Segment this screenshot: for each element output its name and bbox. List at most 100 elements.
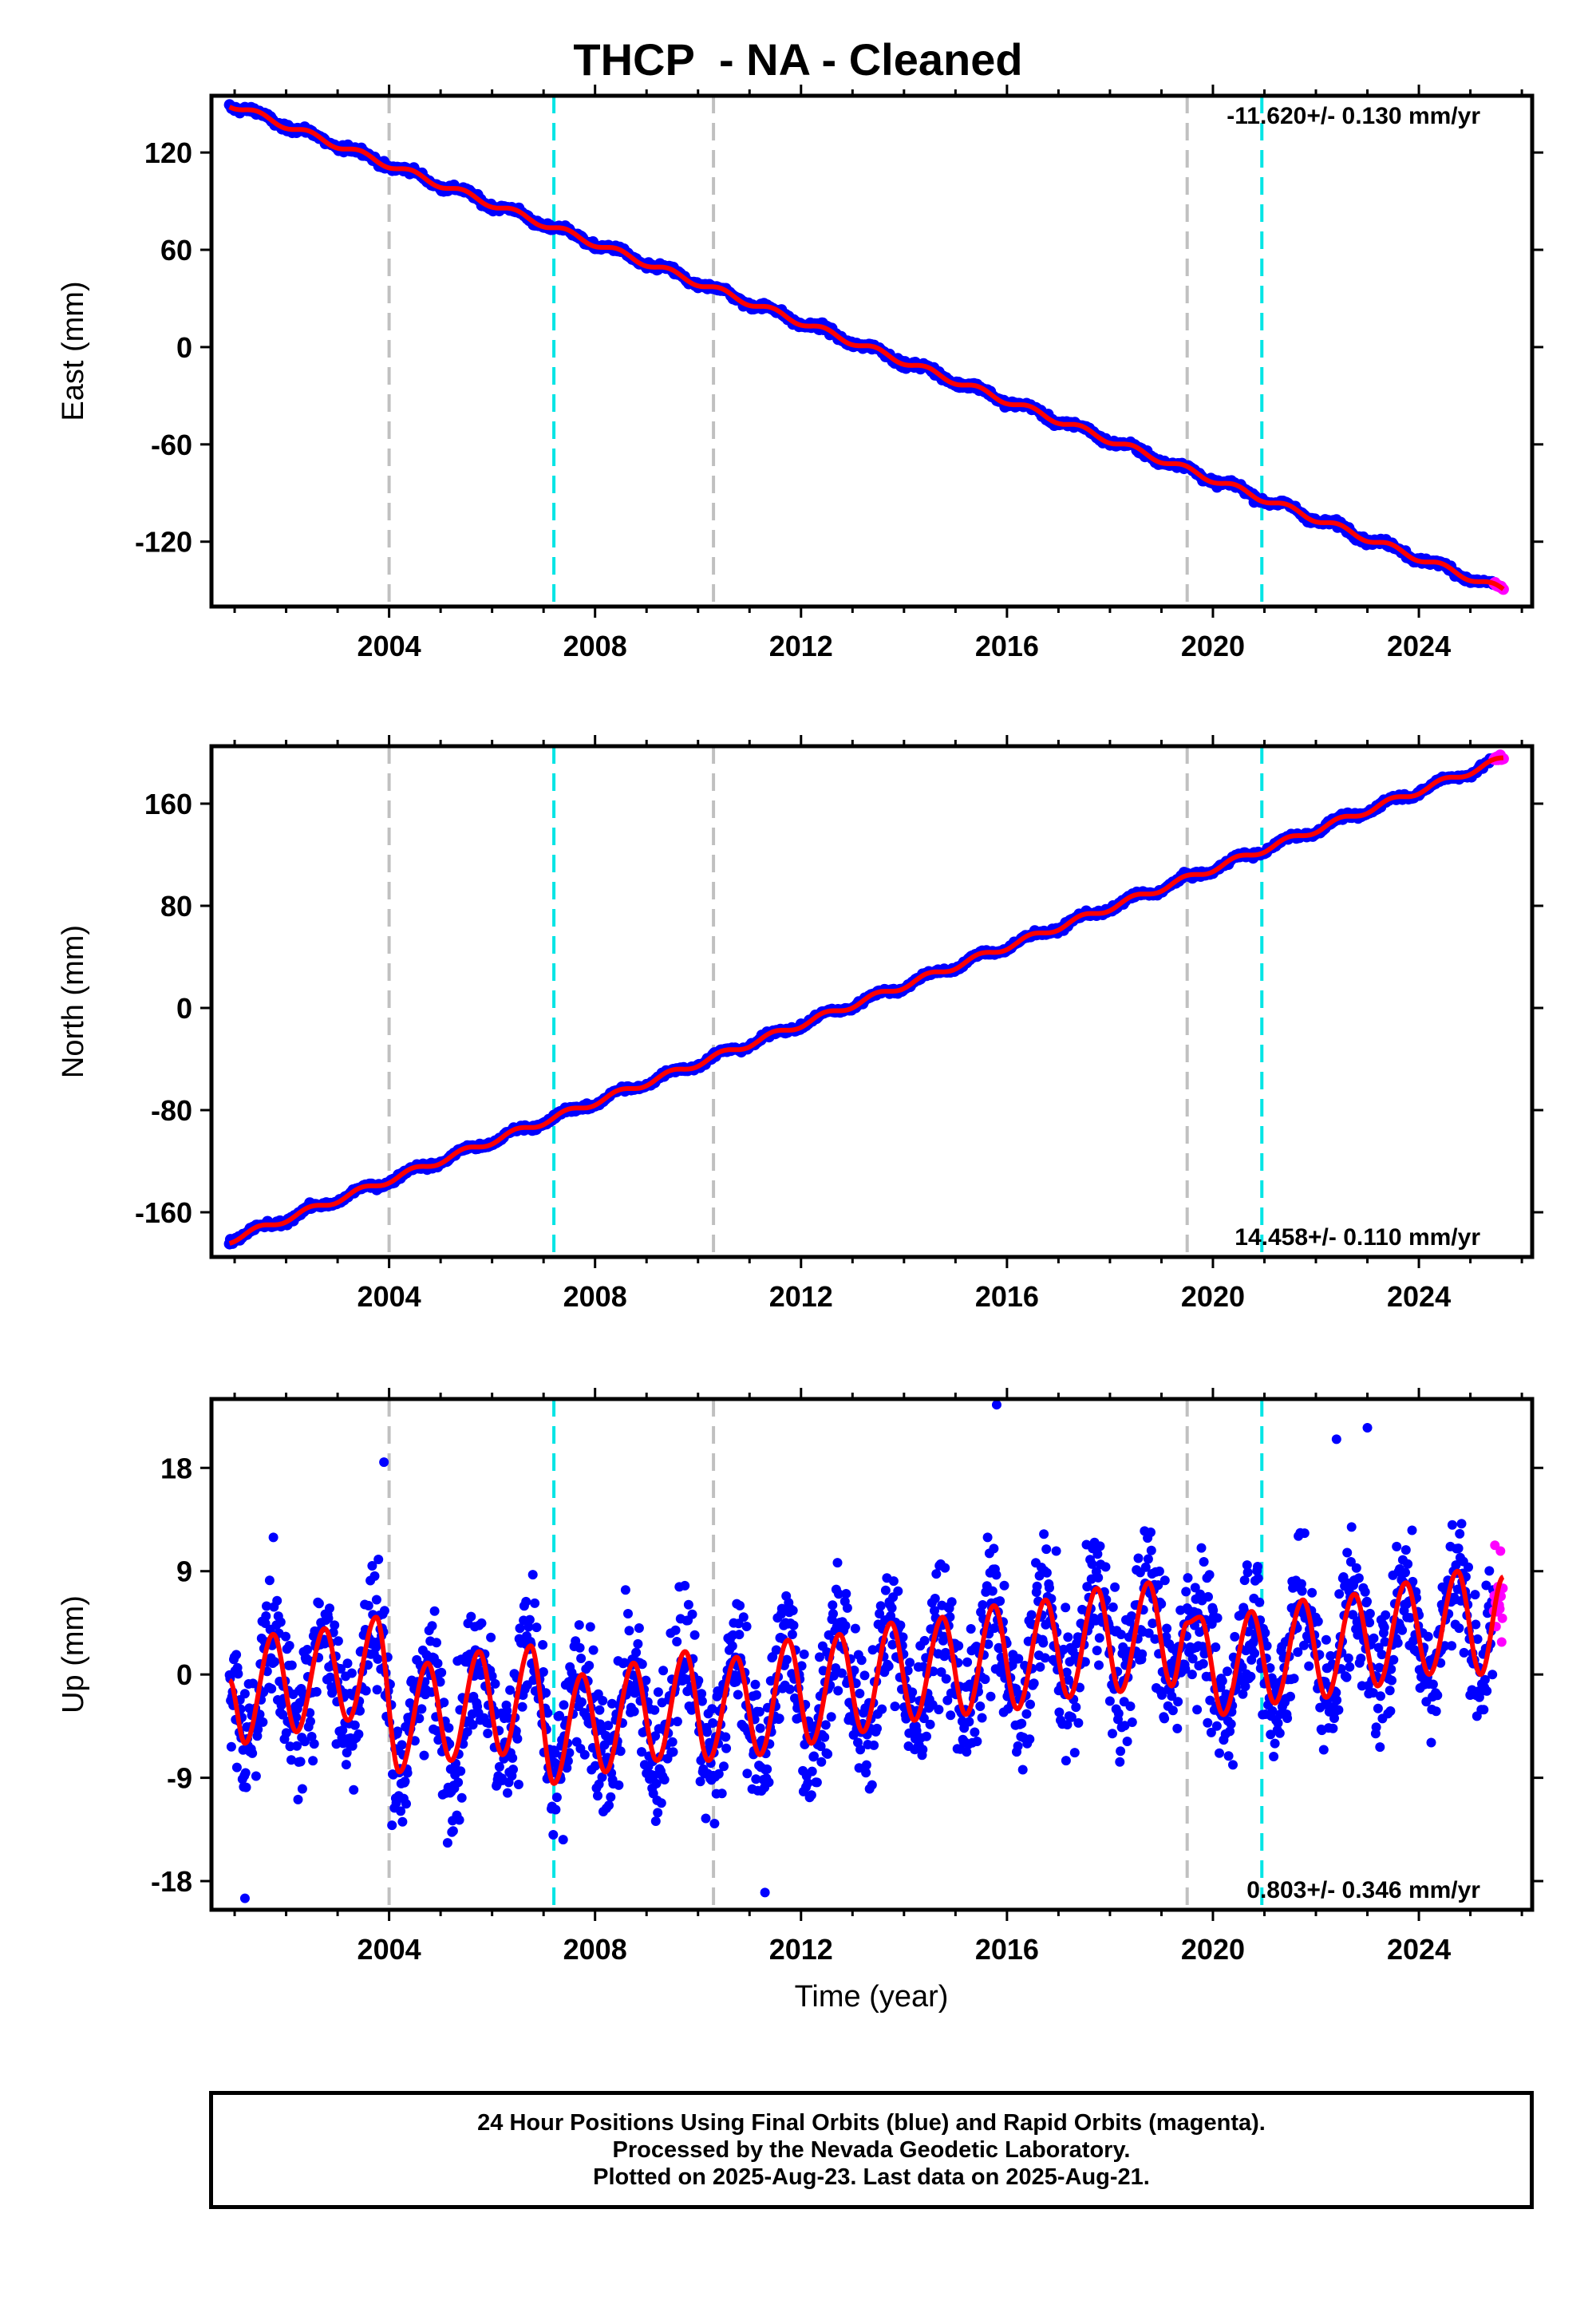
up-final-point [1343, 1653, 1353, 1663]
up-final-point [454, 1815, 464, 1825]
up-final-point [672, 1717, 682, 1727]
up-final-point [1162, 1623, 1172, 1634]
up-final-point [1029, 1678, 1039, 1689]
up-final-point [1146, 1528, 1156, 1537]
up-final-point [604, 1800, 614, 1811]
north-xtick-label: 2016 [975, 1280, 1039, 1313]
up-final-point [293, 1794, 303, 1804]
up-final-point [346, 1668, 357, 1678]
chart-title: THCP - NA - Cleaned [573, 34, 1023, 85]
up-final-point [623, 1609, 633, 1618]
up-final-point [1093, 1572, 1104, 1583]
up-final-point [833, 1686, 843, 1696]
up-final-point [689, 1630, 700, 1640]
up-final-point [721, 1743, 732, 1753]
up-final-point [670, 1625, 681, 1635]
up-final-point [872, 1723, 882, 1733]
up-final-point [1021, 1709, 1032, 1719]
up-final-point [1041, 1567, 1052, 1578]
up-final-point [1313, 1616, 1323, 1626]
up-final-point [1116, 1746, 1126, 1757]
up-final-point [295, 1757, 306, 1767]
up-final-point [1035, 1662, 1045, 1672]
up-final-point [1110, 1582, 1120, 1592]
up-final-point [1321, 1634, 1331, 1645]
up-final-point [558, 1835, 568, 1845]
up-final-point [397, 1740, 407, 1750]
up-final-point [986, 1691, 996, 1701]
up-final-point [1172, 1723, 1183, 1733]
up-final-point [1154, 1566, 1164, 1576]
up-ytick-label: 9 [176, 1555, 192, 1588]
up-final-point [977, 1713, 987, 1723]
up-final-point [634, 1623, 644, 1633]
footer-box: 24 Hour Positions Using Final Orbits (bl… [209, 2091, 1534, 2209]
up-final-point [286, 1660, 297, 1670]
up-xtick-label: 2016 [975, 1933, 1039, 1966]
up-final-point [490, 1678, 500, 1689]
up-outlier-point-3 [760, 1887, 770, 1898]
up-final-point [887, 1603, 897, 1613]
up-final-point [659, 1775, 670, 1784]
up-final-point [456, 1766, 466, 1777]
up-final-point [752, 1690, 761, 1700]
up-final-point [548, 1830, 559, 1840]
up-final-point [297, 1784, 307, 1794]
up-final-point [1365, 1608, 1375, 1618]
up-final-point [1204, 1570, 1215, 1580]
up-final-point [620, 1585, 630, 1595]
up-final-point [1360, 1587, 1370, 1597]
up-final-point [970, 1727, 980, 1737]
up-final-point [524, 1614, 535, 1625]
up-final-point [531, 1622, 542, 1633]
up-final-point [1181, 1587, 1191, 1597]
up-final-point [1228, 1760, 1238, 1770]
up-final-point [1273, 1718, 1283, 1729]
up-final-point [1017, 1765, 1028, 1775]
up-final-point [787, 1630, 797, 1639]
up-final-point [419, 1750, 429, 1761]
up-final-point [595, 1705, 605, 1715]
up-final-point [427, 1621, 437, 1631]
up-final-point [799, 1649, 809, 1659]
up-final-point [1039, 1529, 1049, 1539]
up-final-point [606, 1792, 616, 1802]
up-final-point [1054, 1707, 1065, 1717]
up-final-point [869, 1740, 879, 1750]
up-final-point [1173, 1697, 1183, 1707]
up-final-point [708, 1718, 718, 1728]
up-final-point [624, 1626, 634, 1636]
up-final-point [1387, 1675, 1396, 1686]
up-final-point [576, 1654, 587, 1663]
up-final-point [1346, 1522, 1357, 1532]
up-final-point [275, 1617, 286, 1627]
up-rapid-point [1496, 1637, 1507, 1647]
up-final-point [1025, 1734, 1035, 1745]
up-final-point [650, 1705, 660, 1715]
up-final-point [1013, 1741, 1023, 1751]
up-outlier-point-0 [991, 1400, 1001, 1410]
up-final-point [442, 1838, 452, 1848]
east-ytick-label: 60 [160, 234, 192, 267]
up-final-point [231, 1762, 242, 1773]
up-final-point [1351, 1563, 1361, 1573]
up-final-point [1143, 1554, 1153, 1564]
up-final-point [1040, 1653, 1050, 1663]
up-final-point [1223, 1666, 1232, 1677]
up-final-point [991, 1570, 1001, 1580]
up-final-point [1125, 1701, 1136, 1711]
up-final-point [774, 1713, 784, 1724]
up-final-point [494, 1761, 504, 1772]
up-final-point [667, 1737, 678, 1747]
up-final-point [1025, 1699, 1035, 1709]
up-final-point [1479, 1705, 1489, 1715]
up-final-point [1375, 1742, 1385, 1753]
up-final-point [1017, 1718, 1027, 1729]
up-final-point [508, 1765, 518, 1775]
up-final-point [859, 1670, 870, 1681]
up-final-point [251, 1771, 261, 1781]
up-final-point [1353, 1573, 1364, 1583]
up-final-point [807, 1766, 817, 1777]
north-xtick-label: 2020 [1181, 1280, 1245, 1313]
